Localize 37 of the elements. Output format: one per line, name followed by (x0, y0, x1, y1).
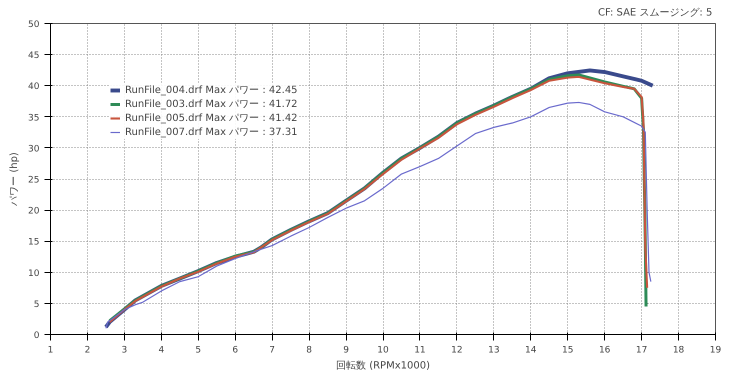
x-tick-label: 18 (672, 346, 685, 356)
x-tick-label: 16 (598, 346, 611, 356)
y-tick-label: 25 (28, 176, 40, 186)
x-tick-label: 6 (232, 346, 238, 356)
y-tick-label: 35 (28, 113, 40, 124)
x-tick-label: 10 (377, 346, 389, 356)
x-tick-label: 7 (269, 346, 276, 356)
legend-label: RunFile_004.drf Max パワー : 42.45 (125, 84, 298, 97)
x-tick-label: 11 (414, 346, 426, 356)
legend-label: RunFile_005.drf Max パワー : 41.42 (125, 112, 298, 125)
x-tick-label: 13 (488, 346, 500, 356)
y-tick-label: 10 (28, 268, 40, 279)
x-tick-label: 2 (84, 346, 90, 356)
x-tick-label: 14 (525, 346, 537, 356)
legend-label: RunFile_003.drf Max パワー : 41.72 (125, 98, 298, 111)
x-tick-label: 3 (122, 346, 128, 356)
x-tick-label: 17 (636, 346, 648, 356)
x-tick-label: 19 (710, 346, 722, 356)
x-tick-label: 8 (306, 346, 312, 356)
y-tick-label: 30 (28, 144, 40, 154)
x-tick-label: 12 (451, 346, 463, 356)
y-tick-label: 5 (34, 300, 40, 310)
y-tick-label: 20 (28, 206, 40, 217)
x-tick-label: 5 (195, 346, 202, 356)
legend-label: RunFile_007.drf Max パワー : 37.31 (125, 126, 298, 139)
x-tick-label: 1 (48, 346, 54, 356)
x-tick-label: 4 (158, 346, 164, 356)
x-axis-title: 回転数 (RPMx1000) (336, 360, 430, 372)
y-tick-label: 50 (28, 20, 40, 30)
y-axis-title: パワー (hp) (9, 152, 20, 207)
y-tick-label: 45 (28, 51, 40, 62)
y-tick-label: 40 (28, 82, 40, 92)
x-tick-label: 9 (343, 346, 350, 356)
y-tick-label: 0 (34, 331, 40, 341)
x-tick-label: 15 (562, 346, 574, 356)
y-tick-label: 15 (28, 238, 40, 248)
text: CF: SAE スムージング: 5 (598, 8, 712, 18)
